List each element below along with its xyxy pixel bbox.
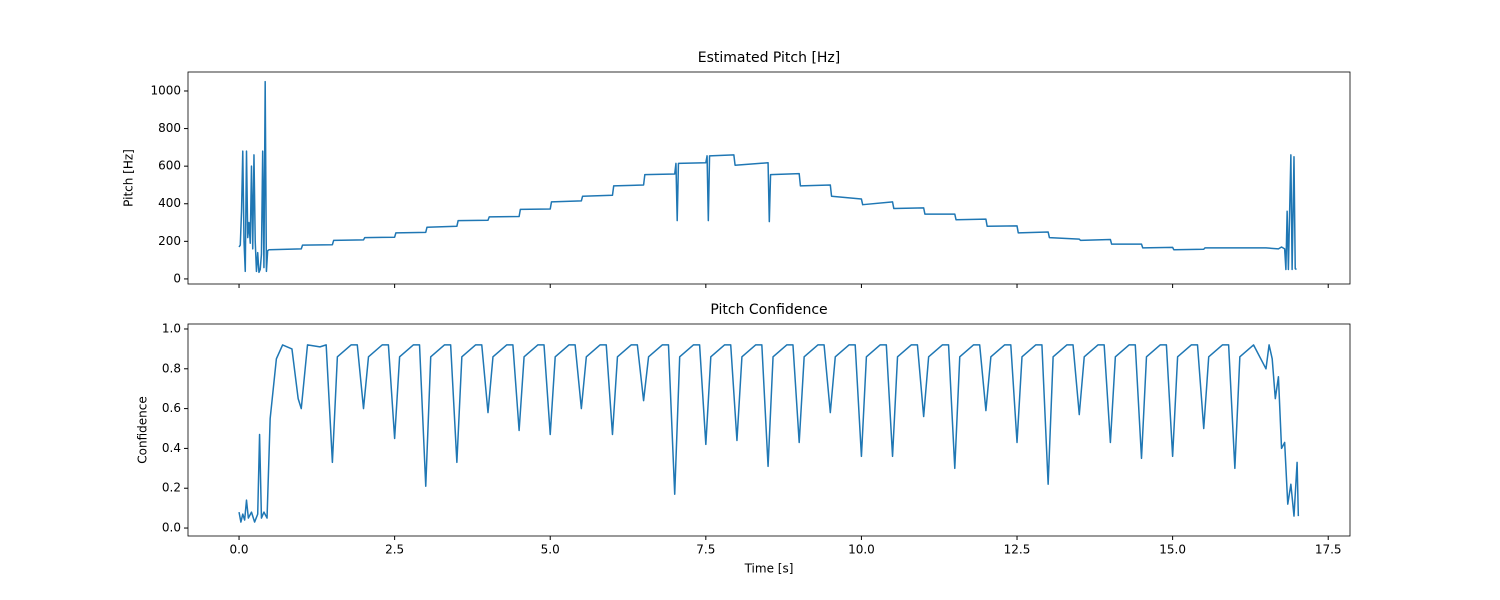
x-tick-label: 0.0	[229, 543, 248, 557]
y-tick-label: 0.4	[162, 441, 181, 455]
y-tick-label: 0.2	[162, 481, 181, 495]
axes-frame	[187, 323, 1351, 537]
y-tick-label: 0.8	[162, 361, 181, 375]
y-tick-label: 800	[158, 121, 181, 135]
x-tick-label: 15.0	[1159, 543, 1186, 557]
y-tick-label: 600	[158, 159, 181, 173]
x-tick-label: 17.5	[1315, 543, 1342, 557]
x-tick-label: 2.5	[385, 543, 404, 557]
y-tick-label: 1000	[150, 83, 181, 97]
y-tick-label: 0.0	[162, 521, 181, 535]
data-line	[238, 80, 1297, 274]
axes-frame	[187, 71, 1351, 285]
y-tick-label: 1.0	[162, 321, 181, 335]
data-line	[238, 344, 1300, 523]
x-tick-label: 7.5	[696, 543, 715, 557]
y-axis-label: Pitch [Hz]	[122, 149, 136, 207]
x-tick-label: 12.5	[1004, 543, 1031, 557]
y-tick-label: 0	[173, 271, 181, 285]
x-tick-label: 5.0	[541, 543, 560, 557]
x-axis-label: Time [s]	[744, 562, 794, 576]
chart-title: Pitch Confidence	[710, 302, 827, 318]
y-axis-label: Confidence	[136, 396, 150, 463]
x-tick-label: 10.0	[848, 543, 875, 557]
chart-title: Estimated Pitch [Hz]	[698, 50, 841, 66]
y-tick-label: 400	[158, 196, 181, 210]
y-tick-label: 200	[158, 234, 181, 248]
y-tick-label: 0.6	[162, 401, 181, 415]
